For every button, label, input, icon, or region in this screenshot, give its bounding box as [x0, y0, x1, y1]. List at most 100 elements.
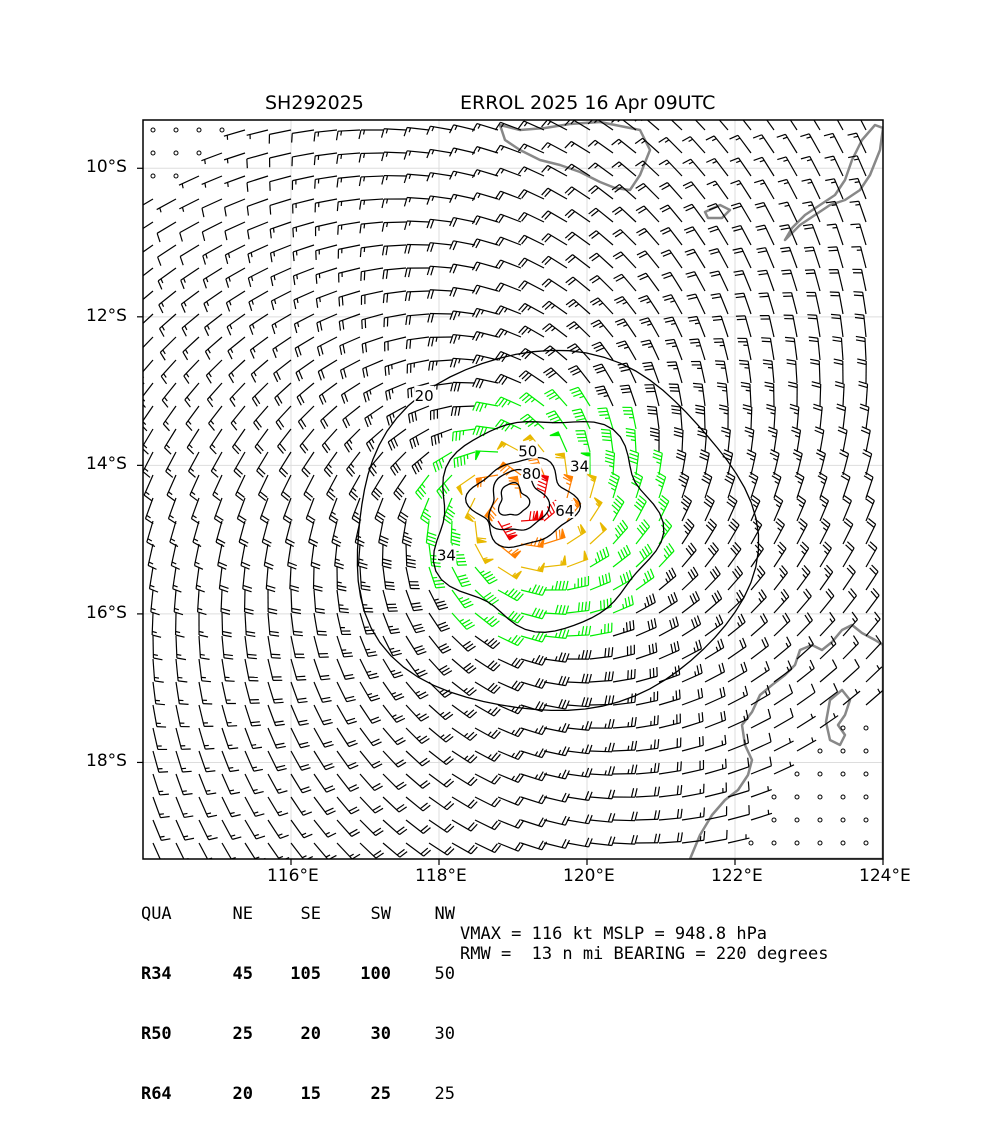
wind-barb — [472, 262, 498, 271]
wind-barb — [567, 697, 592, 706]
cell-nw: 50 — [391, 964, 455, 984]
wind-barb — [661, 250, 682, 268]
wind-barb — [612, 162, 636, 176]
wind-barb — [590, 790, 615, 799]
wind-barb — [268, 590, 277, 614]
wind-barb — [383, 705, 405, 722]
wind-barb — [450, 125, 475, 133]
wind-barb — [405, 291, 429, 301]
wind-barb — [361, 291, 383, 305]
wind-barb — [162, 383, 176, 407]
wind-barb — [589, 231, 613, 245]
wind-barb — [567, 601, 590, 613]
wind-barb — [268, 820, 289, 838]
wind-barb — [591, 320, 613, 337]
wind-barb — [298, 406, 314, 429]
wind-barb — [613, 765, 637, 774]
wind-barb — [682, 664, 702, 682]
wind-barb — [319, 383, 337, 405]
wind-barb — [695, 405, 705, 429]
wind-barb — [590, 547, 609, 567]
wind-barb — [519, 281, 544, 291]
wind-barb — [636, 206, 659, 222]
wind-barb — [404, 174, 429, 183]
wind-barb — [268, 659, 282, 680]
wind-barb — [734, 271, 751, 291]
wind-barb — [383, 291, 406, 303]
wind-barb — [797, 660, 814, 682]
wind-barb — [268, 728, 286, 748]
wind-barb — [224, 176, 245, 187]
cell-sw: 30 — [321, 1024, 391, 1044]
wind-barb — [521, 818, 547, 827]
wind-barb — [274, 360, 291, 382]
wind-barb — [850, 201, 866, 222]
wind-barb — [337, 843, 360, 859]
wind-barb — [475, 705, 500, 716]
wind-barb — [472, 147, 498, 155]
wind-barb — [291, 751, 310, 770]
wind-barb — [659, 137, 682, 153]
wind-barb — [203, 245, 222, 265]
wind-barb — [196, 567, 205, 592]
wind-barb — [544, 390, 567, 406]
wind-barb — [257, 452, 268, 477]
wind-barb — [383, 567, 395, 590]
wind-barb — [245, 636, 257, 659]
wind-barb — [222, 728, 238, 749]
wind-barb — [519, 258, 544, 268]
wind-barb — [682, 807, 704, 820]
wind-barb — [498, 796, 524, 805]
wind-barb — [589, 253, 613, 268]
wind-barb — [268, 797, 288, 816]
lat-label: 18°S — [86, 751, 127, 771]
wind-barb — [450, 358, 475, 367]
wind-barb — [360, 728, 382, 746]
wind-barb — [359, 153, 383, 162]
wind-barb — [427, 266, 452, 275]
wind-barb — [834, 359, 843, 383]
wind-barb — [153, 682, 165, 705]
wind-barb — [797, 519, 807, 544]
wind-barb — [452, 613, 475, 629]
wind-barb — [669, 384, 682, 406]
wind-barb — [451, 521, 460, 545]
wind-barb — [588, 186, 613, 199]
wind-barb — [542, 188, 567, 199]
wind-barb — [688, 317, 705, 337]
wind-barb — [281, 475, 291, 501]
wind-barb — [406, 797, 430, 811]
wind-barb — [450, 148, 475, 156]
wind-barb — [521, 725, 547, 734]
wind-barb — [264, 544, 273, 569]
wind-barb — [803, 224, 820, 245]
wind-barb — [721, 427, 730, 452]
wind-barb — [199, 820, 218, 840]
wind-barb — [402, 521, 412, 546]
calm-marker — [772, 841, 776, 845]
contour-80kt — [499, 483, 530, 515]
wind-barb — [309, 521, 318, 546]
wind-barb — [153, 797, 170, 818]
wind-barb — [360, 682, 380, 701]
wind-barb — [613, 788, 637, 797]
wind-barb — [759, 293, 774, 314]
wind-barb — [218, 544, 227, 569]
wind-barb — [179, 199, 199, 212]
wind-barb — [475, 774, 500, 784]
wind-barb — [566, 277, 590, 291]
wind-barb — [613, 595, 633, 613]
wind-barb — [843, 659, 859, 682]
wind-barb — [704, 495, 714, 521]
wind-barb — [199, 797, 217, 817]
calm-marker — [749, 841, 753, 845]
wind-barb — [685, 249, 705, 268]
wind-barb — [590, 573, 610, 590]
wind-barb — [730, 180, 751, 199]
wind-barb — [473, 426, 498, 436]
wind-barb — [705, 639, 724, 659]
wind-barb — [710, 271, 728, 291]
wind-barb — [166, 452, 176, 477]
wind-barb — [293, 199, 314, 214]
wind-barb — [247, 130, 268, 139]
